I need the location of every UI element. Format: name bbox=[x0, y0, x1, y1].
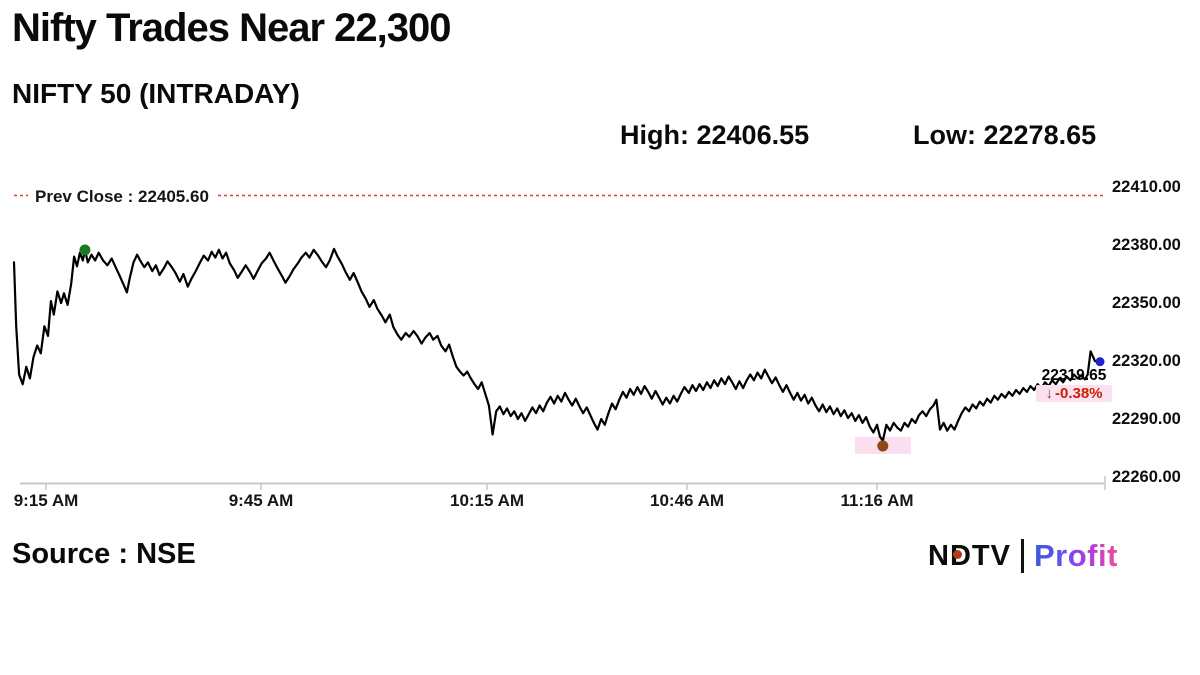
x-axis-tick-1015am: 10:15 AM bbox=[449, 491, 525, 510]
low-label: Low: bbox=[913, 120, 976, 150]
y-axis-tick-22260: 22260.00 bbox=[1112, 468, 1181, 486]
y-axis-tick-22410: 22410.00 bbox=[1112, 178, 1181, 196]
page-title: Nifty Trades Near 22,300 bbox=[12, 6, 451, 50]
down-arrow-icon: ↓ bbox=[1045, 385, 1053, 402]
change-percent-value: -0.38% bbox=[1054, 385, 1103, 402]
high-readout: High: 22406.55 bbox=[620, 120, 809, 151]
profit-wordmark: Profit bbox=[1033, 538, 1118, 573]
x-axis-tick-945am: 9:45 AM bbox=[228, 491, 294, 510]
morning-high-dot bbox=[79, 244, 91, 256]
ndtv-profit-logo: NDTV Profit bbox=[928, 538, 1118, 574]
x-axis-tick-1116am: 11:16 AM bbox=[840, 491, 914, 510]
ndtv-text: NDTV bbox=[928, 539, 1011, 572]
low-readout: Low: 22278.65 bbox=[913, 120, 1096, 151]
x-axis-tick-915am: 9:15 AM bbox=[13, 491, 79, 510]
session-low-dot bbox=[877, 440, 889, 452]
ndtv-red-dot-icon bbox=[953, 549, 962, 559]
y-axis-tick-22320: 22320.00 bbox=[1112, 352, 1181, 370]
y-axis-tick-22350: 22350.00 bbox=[1112, 294, 1181, 312]
ndtv-wordmark: NDTV bbox=[928, 540, 1011, 573]
low-value: 22278.65 bbox=[983, 120, 1097, 150]
y-axis-tick-22290: 22290.00 bbox=[1112, 410, 1181, 428]
price-line bbox=[12, 247, 1102, 442]
y-axis-tick-22380: 22380.00 bbox=[1112, 236, 1181, 254]
high-label: High: bbox=[620, 120, 689, 150]
logo-separator bbox=[1020, 539, 1024, 573]
x-axis-tick-1046am: 10:46 AM bbox=[649, 491, 725, 510]
last-price-dot bbox=[1095, 357, 1105, 367]
source-attribution: Source : NSE bbox=[12, 538, 196, 570]
chart-subtitle: NIFTY 50 (INTRADAY) bbox=[12, 78, 300, 109]
last-price-label: 22319.65 bbox=[1041, 367, 1107, 384]
high-value: 22406.55 bbox=[696, 120, 810, 150]
change-percent-badge: ↓ -0.38% bbox=[1036, 385, 1112, 402]
prev-close-label: Prev Close : 22405.60 bbox=[28, 187, 216, 207]
